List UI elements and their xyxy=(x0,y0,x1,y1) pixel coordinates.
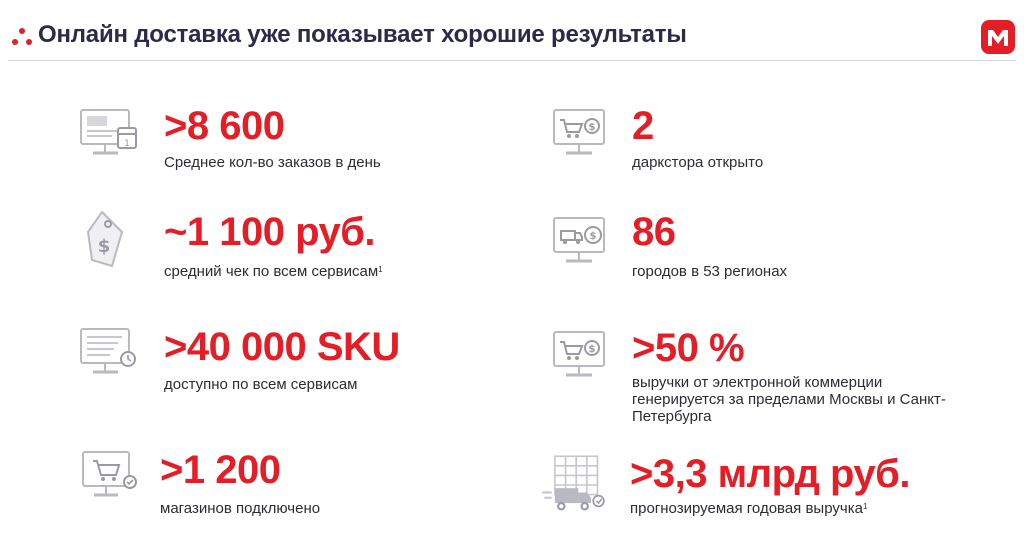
price-tag-icon: $ xyxy=(86,210,124,268)
stat-value: 2 xyxy=(632,104,654,148)
stat-value: >50 % xyxy=(632,326,745,370)
stat-description: городов в 53 регионах xyxy=(632,263,788,280)
delivery-monitor-icon: $ xyxy=(553,217,605,263)
delivery-truck-icon xyxy=(542,455,605,511)
stat-description: Среднее кол-во заказов в день xyxy=(164,154,381,171)
checklist-monitor-icon xyxy=(80,328,136,374)
stat-value: >1 200 xyxy=(160,448,281,492)
calendar-monitor-icon: 1 xyxy=(80,109,137,155)
bullet-dots-icon xyxy=(12,28,32,45)
slide-header: Онлайн доставка уже показывает хорошие р… xyxy=(0,0,1024,62)
stat-value: >40 000 SKU xyxy=(164,325,400,369)
magnit-logo-icon xyxy=(981,20,1015,54)
stat-value: >3,3 млрд руб. xyxy=(630,452,911,496)
svg-text:$: $ xyxy=(589,344,596,355)
stat-description: магазинов подключено xyxy=(160,500,321,517)
stat-value: ~1 100 руб. xyxy=(164,210,376,254)
stat-description: доступно по всем сервисам xyxy=(164,376,358,393)
footnote-marker: 1 xyxy=(378,265,383,274)
cart-dollar-monitor-icon: $ xyxy=(553,331,605,377)
stat-value: 86 xyxy=(632,210,676,254)
stat-description: прогнозируемая годовая выручка1 xyxy=(630,500,868,517)
cart-monitor-icon xyxy=(82,451,137,497)
page-title: Онлайн доставка уже показывает хорошие р… xyxy=(38,21,687,48)
svg-text:1: 1 xyxy=(124,139,130,149)
stat-value: >8 600 xyxy=(164,104,285,148)
svg-text:$: $ xyxy=(98,236,111,257)
stat-description: выручки от электронной коммерции генерир… xyxy=(632,374,946,425)
stat-description: даркстора открыто xyxy=(632,154,764,171)
header-divider xyxy=(8,60,1016,61)
cart-dollar-monitor-icon: $ xyxy=(553,109,605,155)
svg-text:$: $ xyxy=(589,122,596,133)
svg-text:$: $ xyxy=(590,231,597,242)
footnote-marker: 1 xyxy=(862,502,868,511)
stat-description: средний чек по всем сервисам1 xyxy=(164,263,383,280)
